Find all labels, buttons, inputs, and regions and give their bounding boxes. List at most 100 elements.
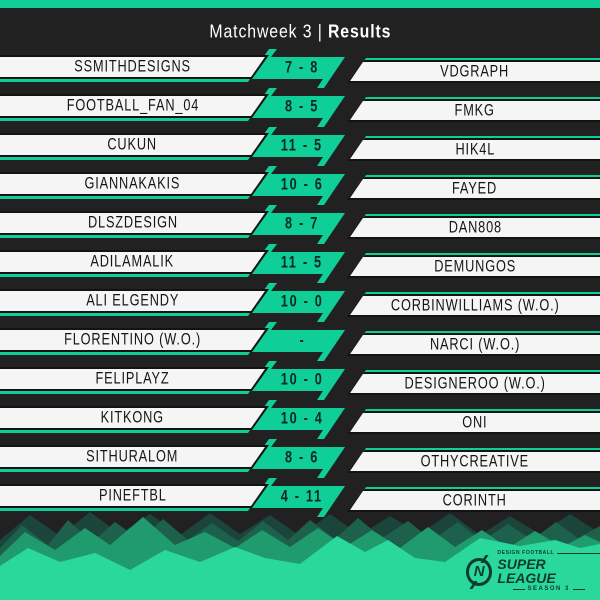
away-team-name: DESIGNEROO (W.O.) <box>404 374 546 393</box>
result-row: CUKUN 11 - 5 HIK4L <box>0 127 600 174</box>
home-team-name: FOOTBALL_FAN_04 <box>66 96 199 115</box>
away-bar-topline <box>364 487 600 490</box>
home-team-bar: FELIPLAYZ <box>0 369 265 389</box>
home-team-name: ADILAMALIK <box>90 252 175 271</box>
away-team-bar: NARCI (W.O.) <box>350 335 600 354</box>
header-title-bold: Results <box>327 20 391 42</box>
page-title: Matchweek 3 | Results <box>209 20 391 42</box>
home-bar-underline <box>0 469 250 472</box>
home-bar-underline <box>0 118 250 121</box>
away-team-bar: CORBINWILLIAMS (W.O.) <box>350 296 600 315</box>
away-team-name: VDGRAPH <box>440 62 510 81</box>
home-team-bar: DLSZDESIGN <box>0 213 265 233</box>
away-team-bar: FAYED <box>350 179 600 198</box>
score-value: - <box>299 331 305 350</box>
result-row: ALI ELGENDY 10 - 0 CORBINWILLIAMS (W.O.) <box>0 283 600 330</box>
home-bar-underline <box>0 79 250 82</box>
header-title-regular: Matchweek 3 <box>209 20 313 42</box>
result-row: PINEFTBL 4 - 11 CORINTH <box>0 478 600 525</box>
away-team-name: OTHYCREATIVE <box>420 452 530 471</box>
home-bar-underline <box>0 352 250 355</box>
away-bar-topline <box>364 97 600 100</box>
home-team-bar: PINEFTBL <box>0 486 265 506</box>
top-accent-strip <box>0 0 600 8</box>
away-bar-topline <box>364 175 600 178</box>
brand-small-line: DESIGN FOOTBALL <box>497 551 600 556</box>
header: Matchweek 3 | Results <box>0 20 600 42</box>
home-bar-underline <box>0 391 250 394</box>
result-row: DLSZDESIGN 8 - 7 DAN808 <box>0 205 600 252</box>
score-value: 10 - 0 <box>280 370 324 389</box>
away-bar-topline <box>364 136 600 139</box>
away-team-name: CORINTH <box>442 491 508 510</box>
away-team-bar: FMKG <box>350 101 600 120</box>
away-team-bar: DAN808 <box>350 218 600 237</box>
score-value: 8 - 7 <box>284 214 319 233</box>
home-bar-underline <box>0 157 250 160</box>
home-team-name: DLSZDESIGN <box>87 213 178 232</box>
score-value: 4 - 11 <box>280 487 324 506</box>
away-team-bar: CORINTH <box>350 491 600 510</box>
score-text: 8 - 5 <box>252 97 352 115</box>
score-text: 10 - 4 <box>252 409 352 427</box>
home-team-name: PINEFTBL <box>98 486 167 505</box>
away-team-name: CORBINWILLIAMS (W.O.) <box>390 296 560 315</box>
brand-season-text: SEASON 3 <box>527 586 570 592</box>
mountain-decoration <box>0 512 600 600</box>
away-team-name: NARCI (W.O.) <box>429 335 521 354</box>
home-bar-underline <box>0 430 250 433</box>
away-bar-topline <box>364 292 600 295</box>
home-team-bar: FLORENTINO (W.O.) <box>0 330 265 350</box>
result-row: FLORENTINO (W.O.) - NARCI (W.O.) <box>0 322 600 369</box>
score-text: 10 - 0 <box>252 370 352 388</box>
score-value: 10 - 6 <box>280 175 324 194</box>
mountain-layer-front <box>0 536 600 600</box>
result-row: FOOTBALL_FAN_04 8 - 5 FMKG <box>0 88 600 135</box>
score-text: 4 - 11 <box>252 487 352 505</box>
result-row: ADILAMALIK 11 - 5 DEMUNGOS <box>0 244 600 291</box>
home-team-name: GIANNAKAKIS <box>84 174 181 193</box>
brand-season-line: SEASON 3 <box>497 586 600 592</box>
home-bar-underline <box>0 274 250 277</box>
away-bar-topline <box>364 331 600 334</box>
away-team-bar: HIK4L <box>350 140 600 159</box>
away-bar-topline <box>364 448 600 451</box>
badge-wing-top-icon <box>480 554 489 563</box>
result-row: SSMITHDESIGNS 7 - 8 VDGRAPH <box>0 49 600 96</box>
home-team-name: KITKONG <box>100 408 165 427</box>
league-badge-icon: N <box>466 554 493 589</box>
home-team-bar: SITHURALOM <box>0 447 265 467</box>
score-value: 8 - 6 <box>284 448 319 467</box>
badge-monogram: N <box>473 563 485 580</box>
score-value: 8 - 5 <box>284 97 319 116</box>
home-team-bar: ADILAMALIK <box>0 252 265 272</box>
season-rule-right <box>572 588 585 590</box>
home-bar-underline <box>0 508 250 511</box>
away-team-bar: ONI <box>350 413 600 432</box>
away-team-bar: VDGRAPH <box>350 62 600 81</box>
home-team-name: CUKUN <box>107 135 158 154</box>
away-team-bar: DESIGNEROO (W.O.) <box>350 374 600 393</box>
home-team-name: SITHURALOM <box>86 447 179 466</box>
away-team-name: DEMUNGOS <box>434 257 516 276</box>
score-text: 10 - 6 <box>252 175 352 193</box>
home-team-bar: ALI ELGENDY <box>0 291 265 311</box>
away-bar-topline <box>364 58 600 61</box>
away-team-name: FAYED <box>452 179 498 198</box>
score-text: 10 - 0 <box>252 292 352 310</box>
away-team-name: ONI <box>462 413 488 432</box>
home-team-name: FELIPLAYZ <box>95 369 170 388</box>
score-text: 11 - 5 <box>252 253 352 271</box>
brand-rule <box>557 553 600 554</box>
result-row: FELIPLAYZ 10 - 0 DESIGNEROO (W.O.) <box>0 361 600 408</box>
home-bar-underline <box>0 313 250 316</box>
score-value: 10 - 4 <box>280 409 324 428</box>
score-text: - <box>252 331 352 349</box>
home-team-bar: SSMITHDESIGNS <box>0 57 265 77</box>
away-bar-topline <box>364 253 600 256</box>
home-bar-underline <box>0 196 250 199</box>
result-row: KITKONG 10 - 4 ONI <box>0 400 600 447</box>
brand-main-text: SUPER LEAGUE <box>497 556 556 586</box>
